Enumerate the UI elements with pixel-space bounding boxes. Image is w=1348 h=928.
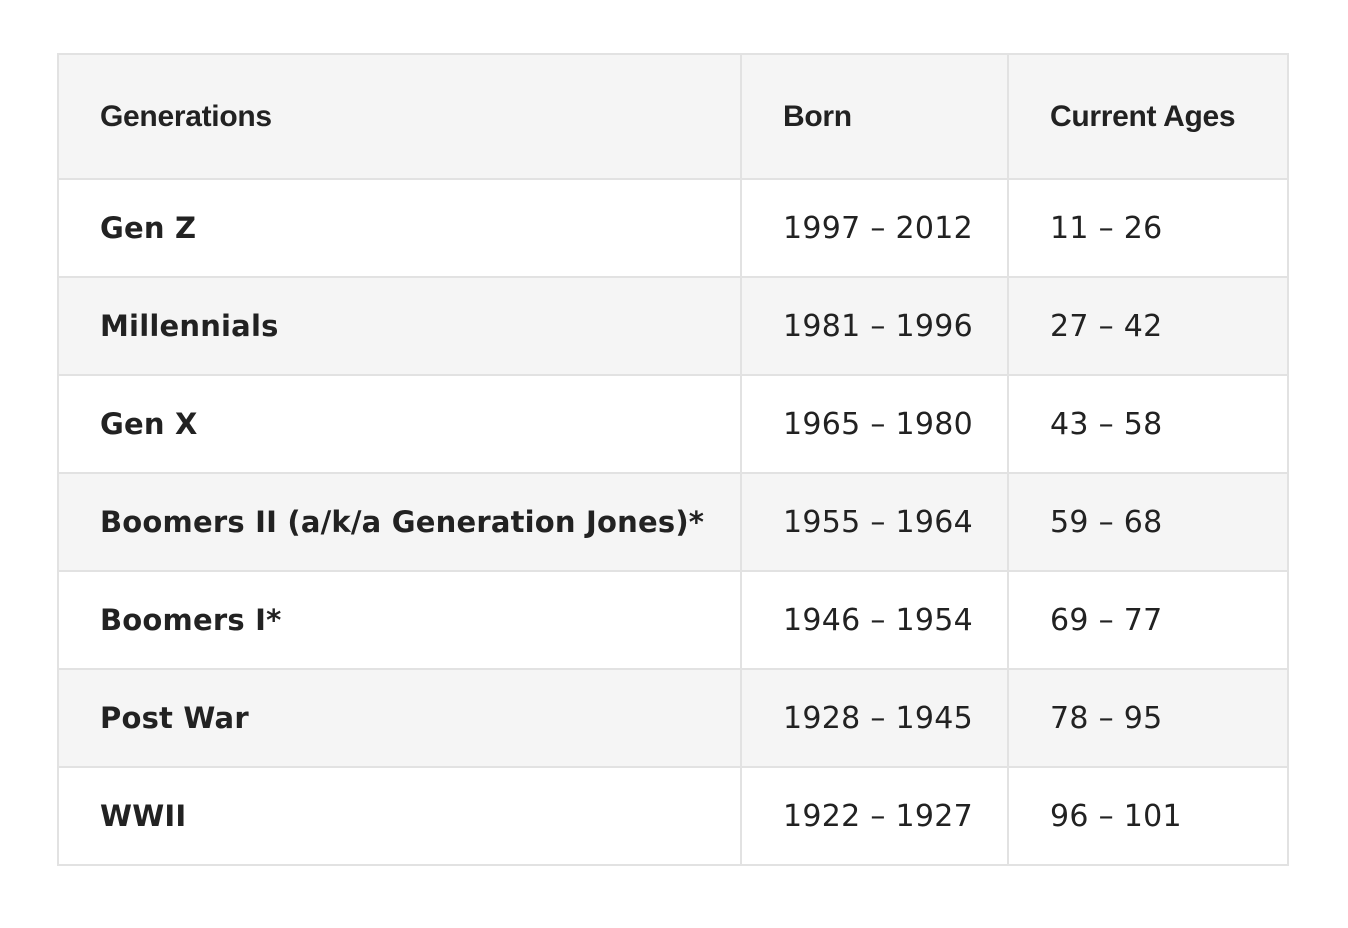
generation-cell: Millennials bbox=[57, 276, 742, 376]
generations-table: Generations Born Current Ages Gen Z 1997… bbox=[57, 53, 1289, 866]
born-cell: 1965 – 1980 bbox=[740, 374, 1009, 474]
ages-cell: 11 – 26 bbox=[1007, 178, 1289, 278]
ages-cell: 59 – 68 bbox=[1007, 472, 1289, 572]
born-cell: 1928 – 1945 bbox=[740, 668, 1009, 768]
born-cell: 1981 – 1996 bbox=[740, 276, 1009, 376]
ages-cell: 78 – 95 bbox=[1007, 668, 1289, 768]
table-body: Gen Z 1997 – 2012 11 – 26 Millennials 19… bbox=[57, 178, 1289, 866]
table-header: Generations Born Current Ages bbox=[57, 53, 1289, 180]
generation-cell: Post War bbox=[57, 668, 742, 768]
header-born: Born bbox=[740, 53, 1009, 180]
table-row: Post War 1928 – 1945 78 – 95 bbox=[57, 668, 1289, 768]
table-row: Boomers II (a/k/a Generation Jones)* 195… bbox=[57, 472, 1289, 572]
born-cell: 1946 – 1954 bbox=[740, 570, 1009, 670]
generation-cell: Gen X bbox=[57, 374, 742, 474]
table-row: Gen X 1965 – 1980 43 – 58 bbox=[57, 374, 1289, 474]
ages-cell: 27 – 42 bbox=[1007, 276, 1289, 376]
header-generations: Generations bbox=[57, 53, 742, 180]
generation-cell: Boomers I* bbox=[57, 570, 742, 670]
table-row: Boomers I* 1946 – 1954 69 – 77 bbox=[57, 570, 1289, 670]
born-cell: 1955 – 1964 bbox=[740, 472, 1009, 572]
ages-cell: 69 – 77 bbox=[1007, 570, 1289, 670]
table-row: Gen Z 1997 – 2012 11 – 26 bbox=[57, 178, 1289, 278]
born-cell: 1997 – 2012 bbox=[740, 178, 1009, 278]
ages-cell: 96 – 101 bbox=[1007, 766, 1289, 866]
table-row: Millennials 1981 – 1996 27 – 42 bbox=[57, 276, 1289, 376]
table-row: WWII 1922 – 1927 96 – 101 bbox=[57, 766, 1289, 866]
generation-cell: WWII bbox=[57, 766, 742, 866]
generation-cell: Boomers II (a/k/a Generation Jones)* bbox=[57, 472, 742, 572]
header-current-ages: Current Ages bbox=[1007, 53, 1289, 180]
born-cell: 1922 – 1927 bbox=[740, 766, 1009, 866]
header-row: Generations Born Current Ages bbox=[57, 53, 1289, 180]
generation-cell: Gen Z bbox=[57, 178, 742, 278]
ages-cell: 43 – 58 bbox=[1007, 374, 1289, 474]
